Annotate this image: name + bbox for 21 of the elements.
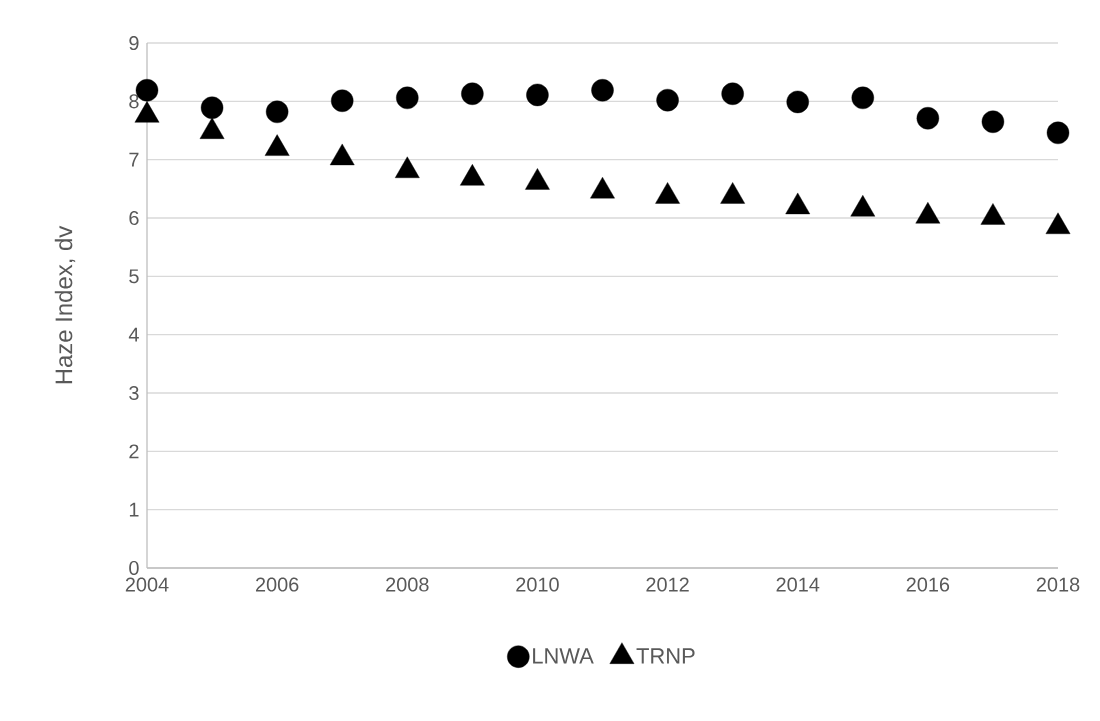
y-tick-label: 6 — [129, 210, 139, 226]
legend-label: LNWA — [533, 648, 594, 664]
y-tick-label: 7 — [129, 152, 139, 167]
legend-label: TRNP — [636, 648, 695, 664]
y-tick-label: 5 — [129, 269, 139, 284]
x-tick-label: 2004 — [125, 577, 169, 592]
x-tick-label: 2016 — [906, 577, 950, 592]
x-tick-label: 2012 — [646, 577, 689, 592]
y-axis-title: Haze Index, dv — [54, 225, 76, 384]
y-tick-label: 0 — [129, 560, 139, 576]
y-tick-label: 2 — [129, 444, 139, 459]
x-tick-label: 2018 — [1036, 577, 1080, 592]
y-tick-label: 1 — [129, 502, 139, 517]
x-tick-label: 2008 — [386, 577, 429, 592]
y-tick-label: 4 — [128, 327, 139, 342]
x-tick-label: 2006 — [255, 577, 299, 592]
y-tick-label: 8 — [129, 94, 139, 109]
y-tick-label: 3 — [129, 385, 139, 401]
x-tick-label: 2010 — [516, 577, 559, 592]
x-tick-label: 2014 — [776, 577, 820, 592]
y-tick-label: 9 — [129, 35, 139, 51]
